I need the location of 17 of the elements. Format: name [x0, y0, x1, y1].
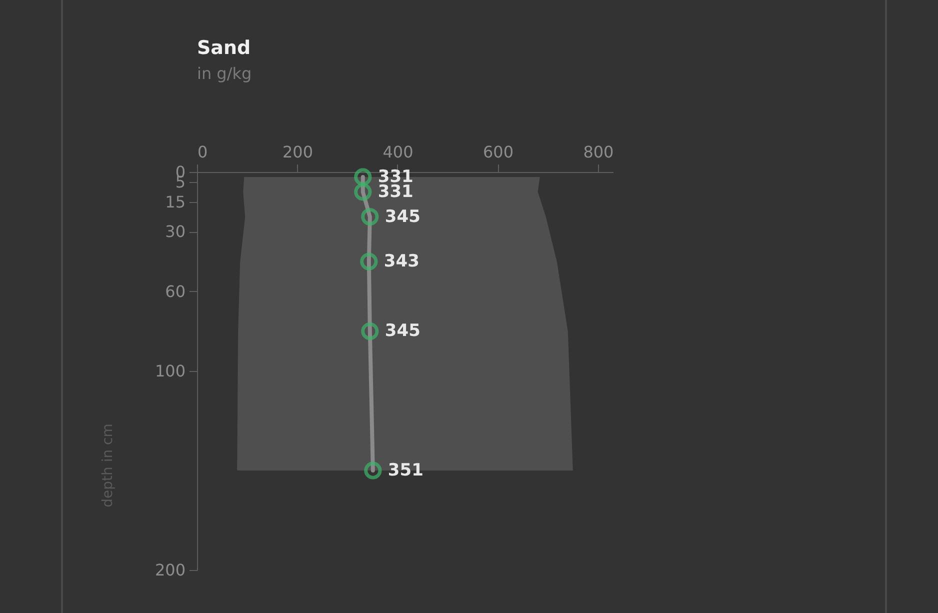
- x-tick-label: 0: [198, 142, 208, 162]
- data-label: 351: [388, 460, 424, 480]
- data-label: 331: [378, 182, 414, 202]
- x-tick-label: 400: [382, 142, 414, 162]
- y-tick-label: 60: [165, 282, 186, 301]
- data-label: 345: [384, 206, 420, 227]
- y-tick-label: 200: [154, 560, 186, 580]
- chart-subtitle: in g/kg: [197, 64, 252, 83]
- data-label: 345: [384, 321, 420, 342]
- y-tick-label: 100: [154, 362, 186, 380]
- data-label: 343: [384, 252, 420, 272]
- x-tick-label: 200: [282, 142, 314, 162]
- x-tick-label: 800: [583, 142, 614, 162]
- y-tick-label: 15: [165, 192, 186, 212]
- y-tick-label: 30: [165, 222, 186, 242]
- x-tick-label: 600: [482, 142, 514, 162]
- chart-title: Sand: [197, 37, 251, 59]
